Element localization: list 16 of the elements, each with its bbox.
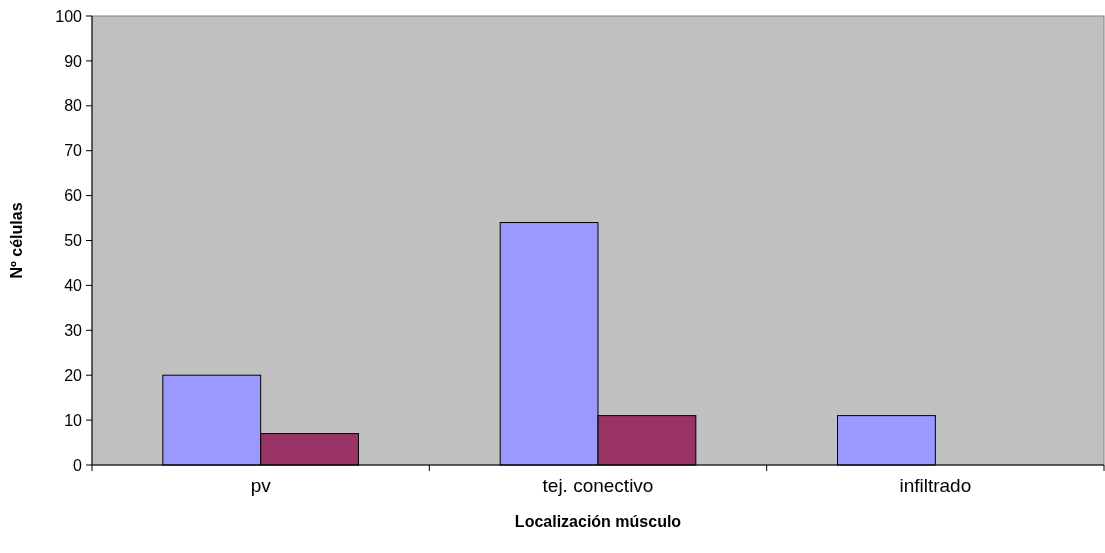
y-tick-label: 50: [64, 232, 83, 250]
y-tick-label: 0: [73, 456, 83, 474]
y-tick-label: 60: [64, 187, 83, 205]
y-tick-label: 90: [64, 52, 83, 70]
x-tick-label: tej. conectivo: [542, 475, 654, 496]
y-tick-label: 80: [64, 97, 83, 115]
x-tick-label: infiltrado: [899, 475, 972, 496]
y-tick-label: 20: [64, 366, 83, 384]
y-tick-label: 70: [64, 142, 83, 160]
y-tick-label: 40: [64, 277, 83, 294]
y-tick-label: 100: [55, 7, 83, 25]
x-axis-title: Localización músculo: [514, 513, 682, 530]
x-tick-label: pv: [250, 475, 272, 496]
y-tick-label: 30: [64, 321, 83, 339]
y-axis-title: Nº células: [8, 202, 25, 279]
y-tick-label: 10: [64, 411, 83, 429]
